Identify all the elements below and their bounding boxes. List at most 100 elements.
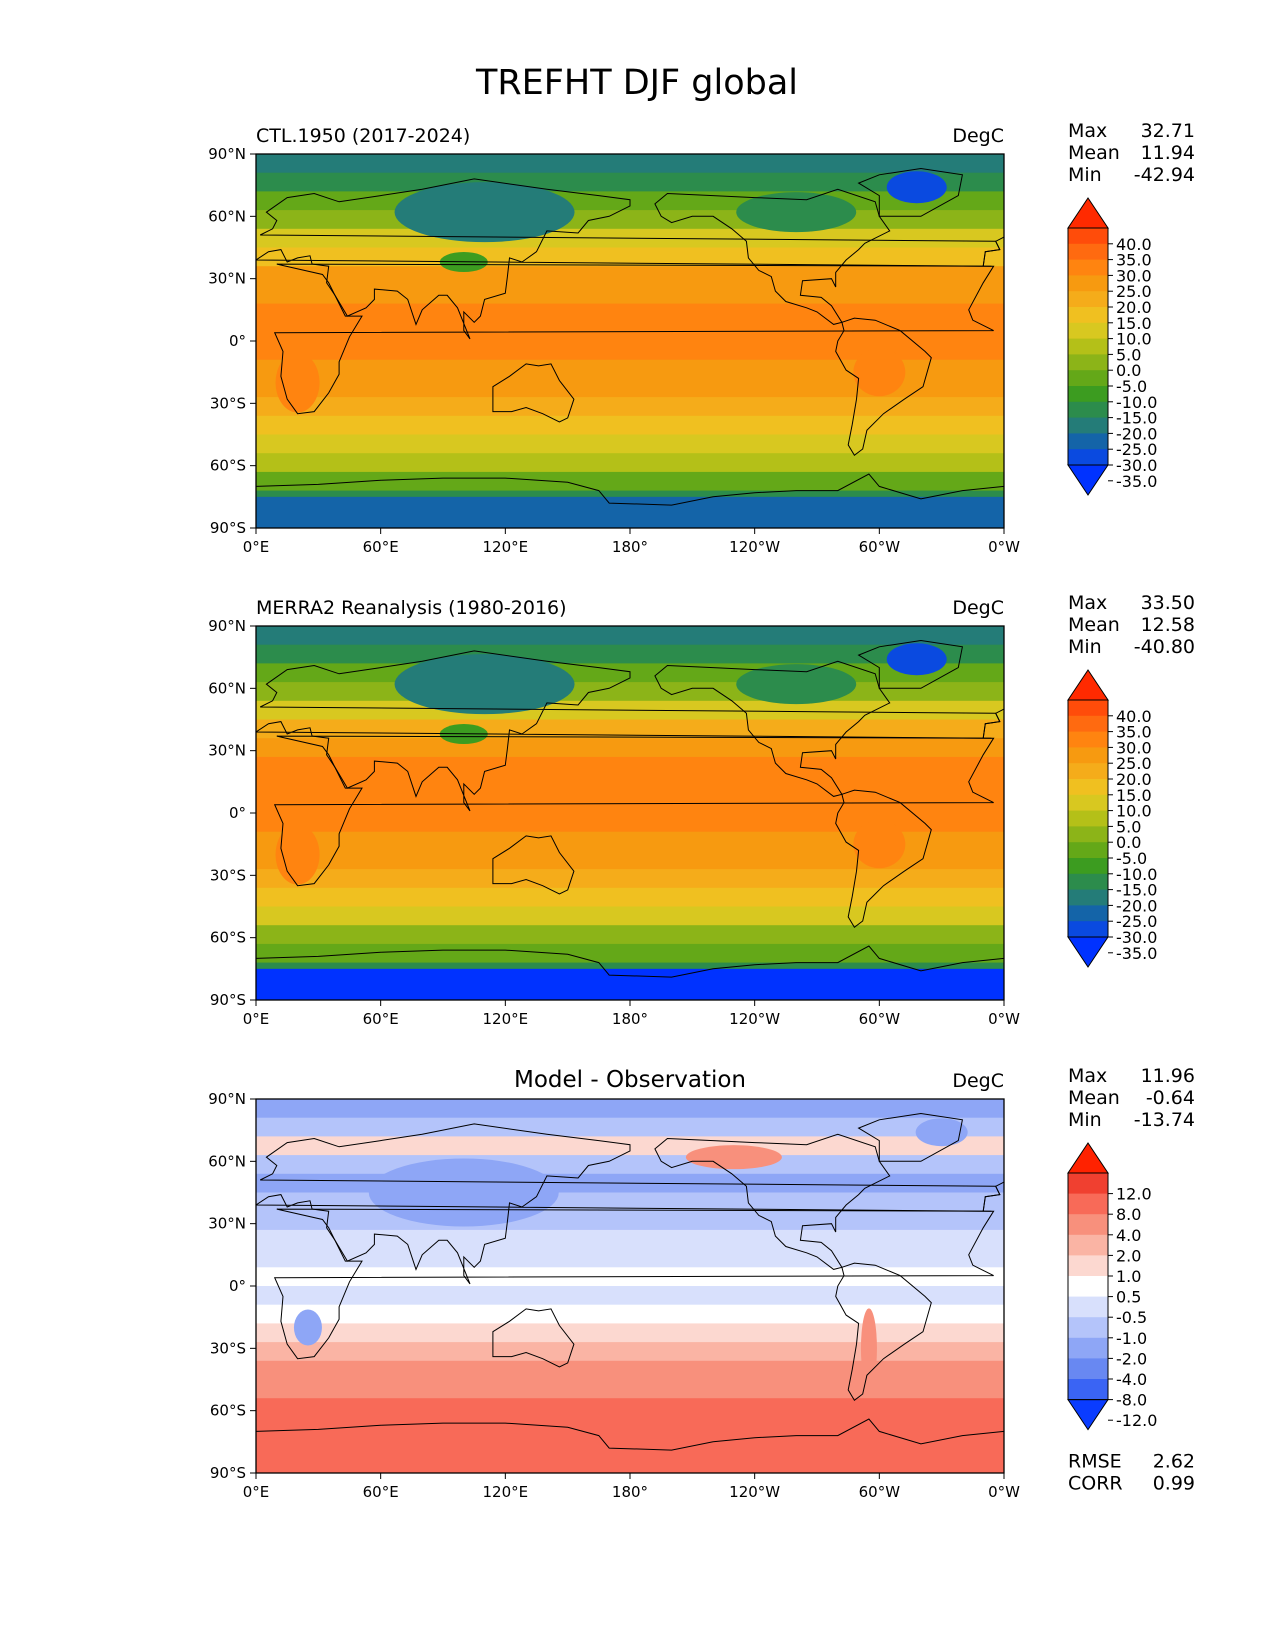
colorbar-bin (1068, 921, 1108, 938)
zonal-band (256, 1454, 1004, 1473)
y-tick-label: 0° (229, 804, 246, 822)
colorbar-label: 10.0 (1116, 802, 1152, 821)
zonal-band (256, 378, 1004, 398)
colorbar-bin (1068, 291, 1108, 308)
x-tick-label: 180° (612, 538, 648, 556)
colorbar-label: 20.0 (1116, 298, 1152, 317)
colorbar-label: 4.0 (1116, 1226, 1141, 1245)
greenland-cold-bias (915, 1118, 968, 1147)
y-tick-label: 0° (229, 332, 246, 350)
colorbar-bin (1068, 259, 1108, 276)
colorbar-bin (1068, 322, 1108, 340)
colorbar-frame (1067, 227, 1109, 466)
colorbar-bin (1068, 449, 1108, 466)
x-tick-label: 180° (612, 1010, 648, 1028)
stat-value-max: 33.50 (1141, 592, 1195, 614)
zonal-band (256, 756, 1004, 777)
stat-value-max: 32.71 (1141, 120, 1195, 142)
zonal-band (256, 341, 1004, 361)
colorbar-label: 10.0 (1116, 330, 1152, 349)
y-tick-label: 30°S (210, 394, 246, 412)
map-field (256, 154, 1004, 528)
panel-title: CTL.1950 (2017-2024) (256, 125, 470, 147)
stat-value-max: 11.96 (1141, 1065, 1195, 1087)
colorbar-label: 30.0 (1116, 738, 1152, 757)
coastline-iberia-wrap (982, 708, 1004, 739)
andes-warm-bias (860, 1308, 877, 1389)
colorbar: 40.035.030.025.020.015.010.05.00.0-5.0-1… (1067, 197, 1157, 496)
colorbar-label: 5.0 (1116, 345, 1141, 364)
zonal-band (256, 415, 1004, 436)
colorbar-label: 35.0 (1116, 723, 1152, 742)
colorbar-bin (1068, 386, 1108, 403)
coastline-greenland (857, 167, 963, 217)
y-tick-label: 60°N (208, 1152, 246, 1170)
siberia-cold-region (394, 654, 575, 715)
coastline-africa (273, 1208, 995, 1360)
y-tick-label: 30°N (208, 1215, 246, 1233)
amazon-warm-region (853, 348, 906, 397)
panel-units: DegC (952, 125, 1004, 147)
stat-label-corr: CORR (1068, 1473, 1123, 1495)
colorbar-bin (1068, 731, 1108, 748)
colorbar-extend-max (1067, 197, 1109, 229)
colorbar-label: -4.0 (1116, 1370, 1147, 1389)
zonal-band (256, 1323, 1004, 1343)
colorbar-extend-max (1067, 669, 1109, 701)
coastline-southAmerica (835, 317, 932, 457)
stat-label-mean: Mean (1068, 142, 1120, 164)
colorbar-extend-min (1067, 936, 1109, 968)
zonal-band (256, 434, 1004, 454)
coastline-australia (492, 835, 575, 895)
x-tick-label: 0°W (988, 1483, 1020, 1501)
y-tick-label: 60°S (210, 457, 246, 475)
x-tick-label: 60°W (859, 538, 901, 556)
colorbar-bin (1068, 1337, 1108, 1359)
colorbar-label: -10.0 (1116, 393, 1157, 412)
colorbar-label: 12.0 (1116, 1185, 1152, 1204)
colorbar-extend-min (1067, 1399, 1109, 1431)
x-tick-label: 0°E (243, 1483, 270, 1501)
colorbar-bin (1068, 889, 1108, 906)
x-tick-label: 0°E (243, 1010, 270, 1028)
colorbar-label: 0.0 (1116, 361, 1141, 380)
stat-label-rmse: RMSE (1068, 1451, 1122, 1473)
zonal-band (256, 453, 1004, 473)
x-tick-label: 180° (612, 1483, 648, 1501)
colorbar-bin (1068, 779, 1108, 796)
colorbar-label: 20.0 (1116, 770, 1152, 789)
colorbar-label: 2.0 (1116, 1246, 1141, 1265)
colorbar-bin (1068, 1214, 1108, 1236)
zonal-band (256, 359, 1004, 379)
colorbar-bin (1068, 1173, 1108, 1195)
coastline-southAmerica (835, 1262, 932, 1402)
y-tick-label: 0° (229, 1277, 246, 1295)
panel-3: Model - Observation DegC 0°E 60°E 120°E 180° 1… (208, 1065, 1195, 1501)
x-tick-label: 120°W (729, 1483, 780, 1501)
zonal-band (256, 210, 1004, 230)
colorbar-label: -20.0 (1116, 896, 1157, 915)
colorbar-label: 25.0 (1116, 754, 1152, 773)
x-tick-label: 120°E (483, 538, 529, 556)
colorbar-bin (1068, 401, 1108, 419)
colorbar-bin (1068, 905, 1108, 922)
zonal-band (256, 154, 1004, 174)
colorbar-bin (1068, 1276, 1108, 1298)
colorbar-label: -30.0 (1116, 456, 1157, 475)
amazon-warm-region (853, 820, 906, 869)
panel-units: DegC (952, 597, 1004, 619)
colorbar-label: 40.0 (1116, 235, 1152, 254)
colorbar-bin (1068, 826, 1108, 843)
stat-label-min: Min (1068, 636, 1102, 658)
zonal-band (256, 1360, 1004, 1381)
colorbar-label: 0.5 (1116, 1288, 1141, 1307)
x-tick-label: 0°W (988, 538, 1020, 556)
coastline-africa (273, 263, 995, 415)
x-tick-label: 120°E (483, 1483, 529, 1501)
colorbar-bin (1068, 1296, 1108, 1318)
x-tick-label: 0°E (243, 538, 270, 556)
zonal-band (256, 1398, 1004, 1418)
colorbar-bin (1068, 354, 1108, 371)
zonal-band (256, 1211, 1004, 1231)
colorbar-label: -5.0 (1116, 849, 1147, 868)
